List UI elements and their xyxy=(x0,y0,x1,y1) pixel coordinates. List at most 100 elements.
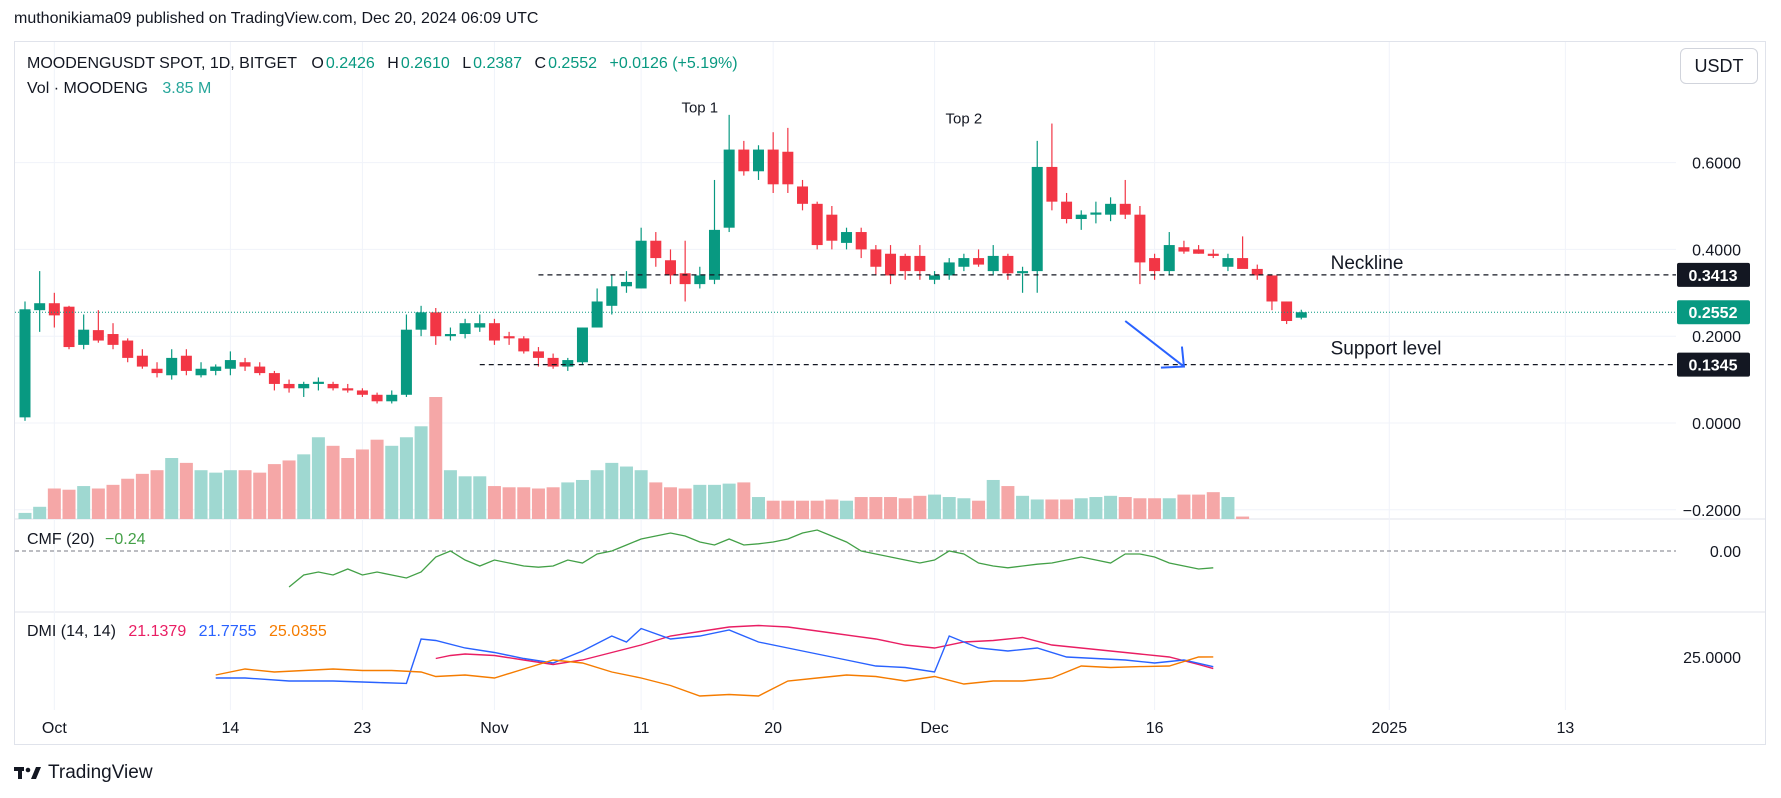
x-tick-label: 14 xyxy=(221,720,239,737)
candle-body xyxy=(371,394,383,402)
candle-body xyxy=(576,327,588,363)
annotation-neckline: Neckline xyxy=(1331,253,1404,274)
candle-body xyxy=(268,373,280,384)
symbol-name[interactable]: MOODENGUSDT SPOT, 1D, BITGET xyxy=(27,55,297,72)
volume-bar xyxy=(825,499,839,519)
price-tick-label: 0.6000 xyxy=(1692,156,1741,173)
dmi-legend: DMI (14, 14) 21.1379 21.7755 25.0355 xyxy=(27,623,329,641)
tradingview-logo-icon xyxy=(14,767,41,779)
volume-bar xyxy=(1192,494,1206,519)
candle-body xyxy=(1251,268,1263,276)
volume-bar xyxy=(678,488,692,519)
currency-button[interactable]: USDT xyxy=(1680,48,1758,84)
projection-arrow-line xyxy=(1124,320,1185,368)
volume-bar xyxy=(77,486,91,519)
low-value: 0.2387 xyxy=(473,55,523,72)
publisher-header: muthonikiama09 published on TradingView.… xyxy=(14,10,539,27)
dmi-label[interactable]: DMI (14, 14) xyxy=(27,623,116,640)
volume-bar xyxy=(209,472,223,519)
dmi-value-2: 21.7755 xyxy=(198,623,257,640)
dmi-value-3: 25.0355 xyxy=(268,623,327,640)
volume-bar xyxy=(781,500,795,519)
volume-bar xyxy=(341,458,355,519)
candle-body xyxy=(987,255,999,272)
candle-body xyxy=(1266,275,1278,302)
volume-bar xyxy=(399,437,413,519)
symbol-legend: MOODENGUSDT SPOT, 1D, BITGET O 0.2426 H 0.… xyxy=(27,55,740,73)
candle-body xyxy=(1193,249,1205,254)
volume-bar xyxy=(238,470,252,519)
volume-bar xyxy=(473,476,487,519)
volume-bar xyxy=(619,466,633,519)
volume-bar xyxy=(869,497,883,519)
candle-body xyxy=(151,368,163,374)
volume-bar xyxy=(267,464,281,519)
candle-body xyxy=(63,306,75,348)
cmf-line xyxy=(288,529,1214,588)
chart-frame xyxy=(14,41,1766,745)
volume-bar xyxy=(429,397,443,519)
volume-bar xyxy=(1221,497,1235,519)
candle-body xyxy=(635,240,647,289)
candle-body xyxy=(664,260,676,276)
volume-bar xyxy=(766,500,780,519)
volume-bar xyxy=(1074,498,1088,519)
close-value: 0.2552 xyxy=(548,55,598,72)
cmf-legend: CMF (20) −0.24 xyxy=(27,531,148,549)
candle-body xyxy=(1149,258,1161,272)
volume-bar xyxy=(106,484,120,519)
volume-bar xyxy=(121,478,135,519)
candle-body xyxy=(620,281,632,287)
volume-bar xyxy=(1104,495,1118,519)
volume-bar xyxy=(179,462,193,519)
volume-bar xyxy=(135,473,149,519)
volume-bar xyxy=(546,487,560,519)
volume-bar xyxy=(957,498,971,519)
volume-bar xyxy=(840,500,854,519)
candle-body xyxy=(767,149,779,185)
candle-body xyxy=(136,355,148,367)
volume-bar xyxy=(605,462,619,519)
candle-body xyxy=(855,232,867,250)
volume-bar xyxy=(1148,498,1162,519)
cmf-value: −0.24 xyxy=(105,531,146,548)
candle-body xyxy=(166,357,178,376)
candle-body xyxy=(1090,212,1102,215)
volume-legend: Vol · MOODENG 3.85 M xyxy=(27,80,213,98)
volume-bar xyxy=(1162,498,1176,519)
volume-bar xyxy=(385,445,399,519)
candle-body xyxy=(841,232,853,243)
footer-brand[interactable]: TradingView xyxy=(14,762,153,784)
candle-body xyxy=(48,303,60,316)
candle-body xyxy=(973,258,985,265)
volume-label[interactable]: Vol · MOODENG xyxy=(27,80,148,97)
volume-bar xyxy=(1045,499,1059,519)
candle-body xyxy=(122,340,134,358)
volume-bar xyxy=(458,476,472,519)
volume-bar xyxy=(33,506,47,519)
volume-bar xyxy=(487,486,501,519)
volume-bar xyxy=(1133,498,1147,519)
candle-body xyxy=(899,255,911,272)
last-price-tag xyxy=(1677,300,1750,325)
x-tick-label: 2025 xyxy=(1372,720,1408,737)
candle-body xyxy=(283,383,295,389)
candle-body xyxy=(415,312,427,330)
volume-bar xyxy=(810,500,824,519)
neckline-tag xyxy=(1677,262,1750,287)
candle-body xyxy=(1002,255,1014,274)
candle-body xyxy=(1237,258,1249,269)
candle-body xyxy=(958,258,970,267)
volume-bar xyxy=(1016,495,1030,519)
volume-bar xyxy=(531,488,545,519)
cmf-label[interactable]: CMF (20) xyxy=(27,531,95,548)
candle-body xyxy=(1105,203,1117,215)
candle-body xyxy=(723,149,735,228)
dmi-tick-label: 25.0000 xyxy=(1683,650,1741,667)
dmi-line-2 xyxy=(215,627,1214,685)
candle-body xyxy=(1178,247,1190,252)
candle-body xyxy=(19,309,31,418)
volume-bar xyxy=(928,494,942,519)
neckline-tag-label: 0.3413 xyxy=(1689,268,1738,285)
